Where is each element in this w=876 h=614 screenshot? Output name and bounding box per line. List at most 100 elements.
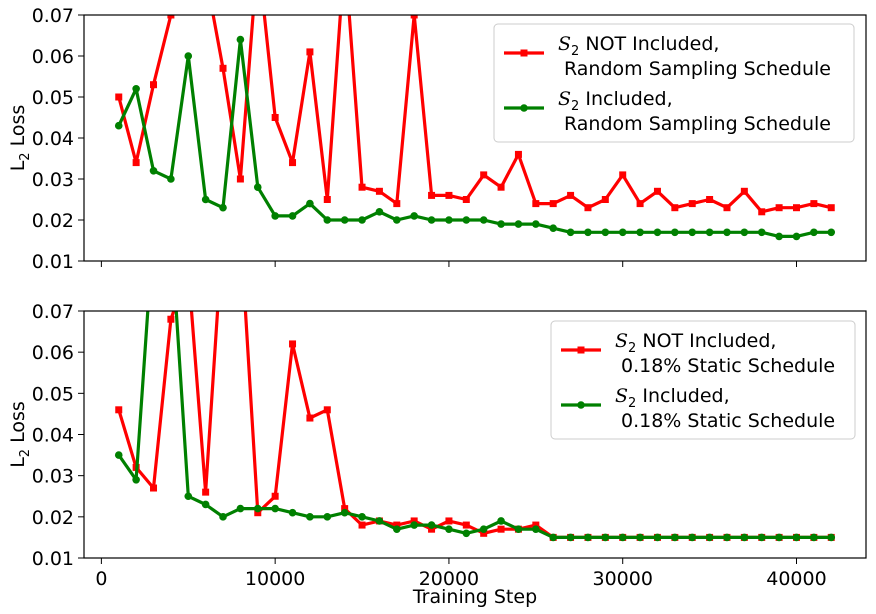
plot-frame	[83, 310, 867, 559]
legend-label-rest: Included,	[579, 88, 672, 110]
data-point	[393, 200, 401, 208]
legend-symbol-subscript: 2	[571, 44, 579, 59]
data-point	[705, 228, 714, 237]
data-point	[358, 216, 366, 224]
data-point	[115, 406, 123, 414]
data-point	[480, 529, 488, 537]
data-point	[775, 204, 783, 212]
data-point	[220, 225, 227, 232]
data-point	[150, 81, 158, 89]
data-point	[653, 228, 662, 237]
data-point	[201, 500, 210, 509]
data-point	[618, 533, 627, 542]
data-point	[358, 521, 366, 529]
legend-symbol-subscript: 2	[571, 99, 579, 114]
data-point	[393, 521, 401, 529]
data-point	[549, 200, 557, 208]
legend-label-line2: Random Sampling Schedule	[564, 113, 831, 135]
data-point	[340, 216, 349, 224]
legend-label-rest: Included,	[636, 385, 729, 407]
data-point	[375, 517, 384, 525]
legend-label-line2: 0.18% Static Schedule	[621, 410, 835, 432]
data-point	[271, 212, 279, 220]
y-tick-label: 0.04	[32, 425, 74, 447]
y-tick-label: 0.02	[32, 507, 74, 529]
data-point	[810, 228, 818, 237]
x-axis-label: Training Step	[412, 586, 537, 608]
y-tick-label: 0.03	[32, 169, 74, 191]
data-point	[393, 216, 401, 224]
data-point	[132, 475, 140, 484]
legend: S2 NOT Included,Random Sampling Schedule…	[493, 23, 855, 143]
data-point	[688, 533, 697, 542]
data-point	[810, 533, 818, 542]
data-point	[150, 225, 158, 233]
data-point	[306, 199, 314, 208]
data-point	[445, 191, 453, 199]
data-point	[584, 204, 592, 212]
chart-panel-bottom: 0.01 0.02 0.03 0.04 0.05 0.06 0.07 0 10000 20000 3…	[7, 225, 867, 608]
data-point	[601, 228, 610, 237]
data-point	[792, 232, 801, 241]
plot-frame	[83, 14, 867, 262]
data-point	[514, 220, 523, 228]
y-tick-label: 0.07	[32, 301, 74, 323]
legend-symbol-subscript: 2	[628, 341, 636, 356]
data-point	[619, 171, 627, 179]
data-point	[584, 228, 592, 237]
x-tick-label: 30000	[592, 568, 652, 590]
y-axis-label-main: L	[7, 160, 29, 171]
data-point	[219, 203, 227, 212]
data-point	[827, 228, 836, 237]
data-point	[271, 504, 279, 513]
data-point	[618, 228, 627, 237]
data-point	[497, 517, 505, 525]
legend-label-line2: 0.18% Static Schedule	[621, 355, 835, 377]
data-point	[149, 167, 158, 175]
legend-label-line2: Random Sampling Schedule	[564, 58, 831, 80]
x-tick-label: 10000	[245, 568, 305, 590]
data-point	[236, 175, 244, 183]
data-point	[566, 228, 575, 237]
data-point	[479, 216, 488, 224]
data-point	[184, 492, 193, 501]
data-point	[375, 187, 383, 195]
legend-symbol: S	[558, 88, 571, 110]
data-point	[445, 517, 453, 525]
legend-symbol: S	[615, 385, 628, 407]
y-axis-label: L2 Loss	[7, 105, 33, 172]
data-point	[723, 533, 731, 542]
data-point	[306, 414, 314, 422]
data-point	[410, 15, 418, 19]
data-point	[810, 200, 818, 208]
data-point	[271, 114, 279, 121]
data-point	[410, 517, 418, 525]
data-point	[497, 525, 505, 533]
data-point	[758, 208, 766, 216]
data-point	[827, 533, 836, 542]
data-point	[636, 533, 644, 542]
data-point	[514, 525, 523, 533]
legend-box	[550, 320, 856, 440]
data-point	[184, 52, 193, 60]
data-point	[167, 15, 175, 19]
data-point	[219, 513, 227, 521]
data-point	[462, 196, 470, 203]
data-point	[514, 150, 522, 158]
data-point	[288, 508, 297, 517]
y-axis-label-subscript: 2	[18, 152, 33, 160]
data-point	[288, 212, 297, 220]
legend-symbol-subscript: 2	[628, 396, 636, 411]
legend-marker	[520, 104, 528, 112]
data-point	[775, 232, 783, 241]
data-point	[653, 533, 662, 542]
legend-label-line1: S2 NOT Included,	[558, 33, 719, 59]
data-point	[219, 64, 227, 72]
data-point	[497, 183, 505, 191]
data-point	[236, 35, 245, 44]
data-point	[792, 533, 801, 542]
data-point	[792, 204, 800, 212]
data-point	[323, 196, 331, 203]
data-point	[202, 488, 210, 496]
y-axis-label-rest: Loss	[7, 105, 29, 153]
